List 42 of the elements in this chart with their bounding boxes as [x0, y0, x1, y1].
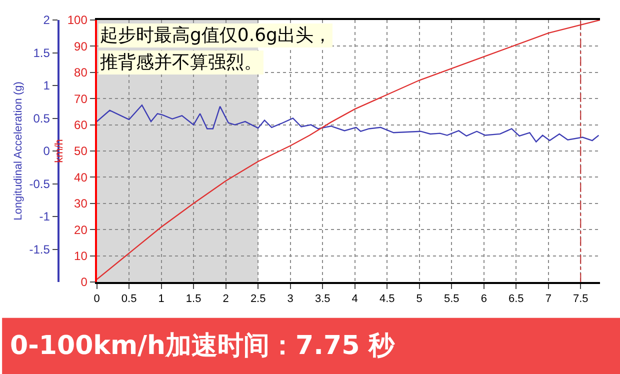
x-tick-label: 5: [416, 293, 422, 306]
x-tick-label: 3.5: [314, 293, 330, 306]
y2-tick-label: 100: [67, 13, 88, 28]
x-tick-label: 7.5: [573, 293, 588, 306]
annotation: 推背感并不算强烈。: [100, 52, 262, 73]
x-tick-label: 1.5: [186, 293, 202, 306]
y2-tick-label: 20: [74, 222, 88, 237]
x-tick-label: 2: [222, 293, 229, 306]
x-tick-label: 1: [158, 293, 164, 306]
y2-tick-label: 30: [74, 196, 88, 211]
y-tick-label: -0.5: [29, 176, 50, 191]
x-tick-label: 4: [352, 293, 358, 306]
y-tick-label: 0.5: [33, 111, 50, 126]
y2-tick-label: 60: [74, 118, 88, 132]
x-tick-label: 4.5: [379, 293, 395, 306]
y2-tick-label: 70: [74, 92, 88, 106]
y-tick-label: 1: [43, 78, 50, 93]
x-tick-label: 3: [287, 293, 294, 306]
x-tick-label: 0.5: [121, 293, 137, 306]
y-tick-label: -1: [39, 210, 50, 224]
x-tick-label: 6: [480, 293, 487, 306]
y-tick-label: -1.5: [29, 242, 50, 256]
x-tick-label: 2.5: [250, 293, 266, 306]
y2-tick-label: 90: [74, 39, 88, 54]
x-tick-label: 6.5: [508, 293, 524, 306]
line-series: [96, 104, 600, 142]
y-tick-label: 2: [43, 13, 50, 28]
y-axis-title: Longitudinal Acceleration (g): [12, 82, 24, 220]
y-tick-label: 1.5: [33, 46, 50, 60]
annotation: 起步时最高g值仅0.6g出头，: [100, 25, 332, 46]
y2-tick-label: 40: [74, 170, 88, 184]
line-series: [96, 20, 600, 280]
y2-tick-label: 10: [74, 249, 88, 263]
y2-tick-label: 80: [74, 66, 88, 80]
x-tick-label: 5.5: [444, 293, 460, 306]
x-tick-label: 7: [545, 293, 552, 306]
x-tick-label: 0: [94, 293, 100, 306]
y2-tick-label: 50: [74, 144, 88, 158]
y2-axis-title: km/h: [54, 139, 66, 163]
text: 0-100km/h加速时间：7.75 秒: [10, 331, 396, 361]
y2-tick-label: 0: [80, 275, 88, 290]
y-tick-label: 0: [43, 144, 50, 158]
